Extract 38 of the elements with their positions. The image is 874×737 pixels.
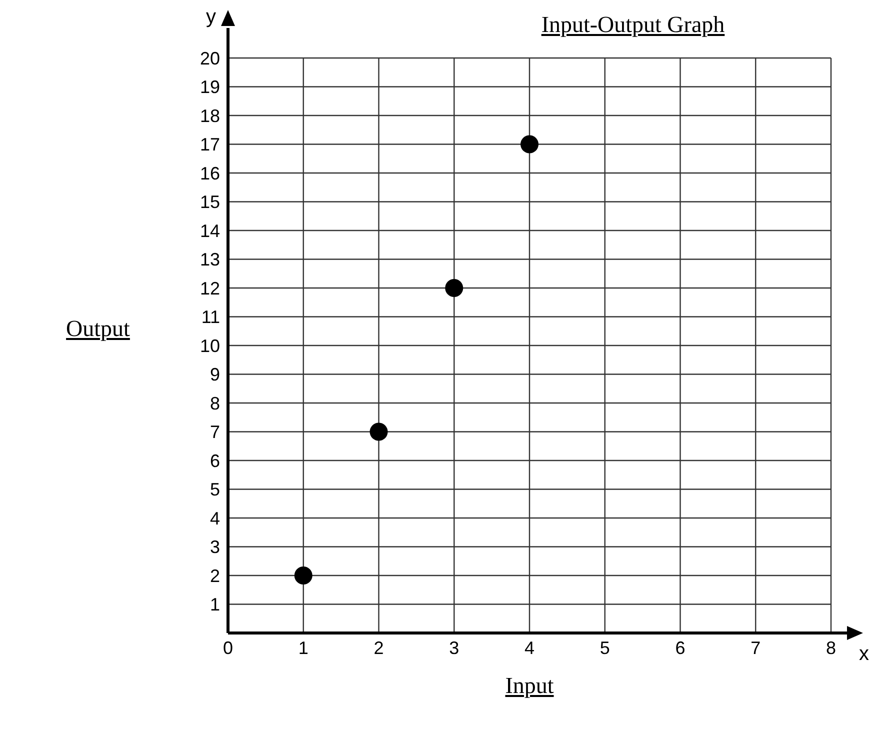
x-axis-title: Input: [504, 673, 555, 699]
point: [520, 135, 538, 154]
y-tick-label: 17: [200, 134, 220, 155]
point: [445, 279, 464, 297]
y-tick-label: 4: [210, 508, 220, 528]
y-axis-title: Output: [65, 316, 131, 342]
text: x: [859, 643, 869, 666]
x-tick-label: 3: [449, 638, 460, 658]
y-tick-label: 10: [200, 336, 220, 356]
y-tick-label: 16: [200, 163, 220, 184]
y-tick-label: 1: [210, 594, 220, 615]
y-tick-label: 15: [200, 192, 220, 212]
y-tick-label: 11: [201, 307, 220, 328]
x-tick-label: 1: [298, 638, 308, 658]
x-tick-label: 5: [600, 638, 610, 658]
y-tick-label: 8: [210, 393, 220, 414]
y-tick-label: 13: [200, 250, 220, 270]
y-tick-label: 14: [200, 220, 220, 241]
y-tick-label: 3: [210, 537, 220, 558]
text: y: [206, 6, 216, 29]
x-tick-label: 0: [222, 638, 234, 658]
x-tick-label: 4: [524, 638, 535, 658]
y-tick-label: 12: [200, 278, 220, 298]
x-tick-label: 6: [675, 638, 686, 658]
y-tick-label: 19: [200, 77, 220, 98]
point: [294, 566, 312, 584]
y-tick-label: 9: [210, 364, 220, 385]
y-tick-label: 18: [200, 106, 220, 126]
x-tick-label: 2: [374, 638, 384, 658]
point: [370, 422, 388, 441]
x-tick-label: 7: [750, 638, 761, 658]
y-tick-label: 2: [210, 566, 220, 586]
x-tick-label: 8: [826, 638, 836, 658]
chart-title: Input-Output Graph: [540, 12, 726, 38]
y-tick-label: 20: [200, 48, 220, 68]
y-tick-label: 6: [210, 450, 220, 471]
y-tick-label: 7: [210, 422, 220, 442]
y-tick-label: 5: [210, 480, 220, 500]
